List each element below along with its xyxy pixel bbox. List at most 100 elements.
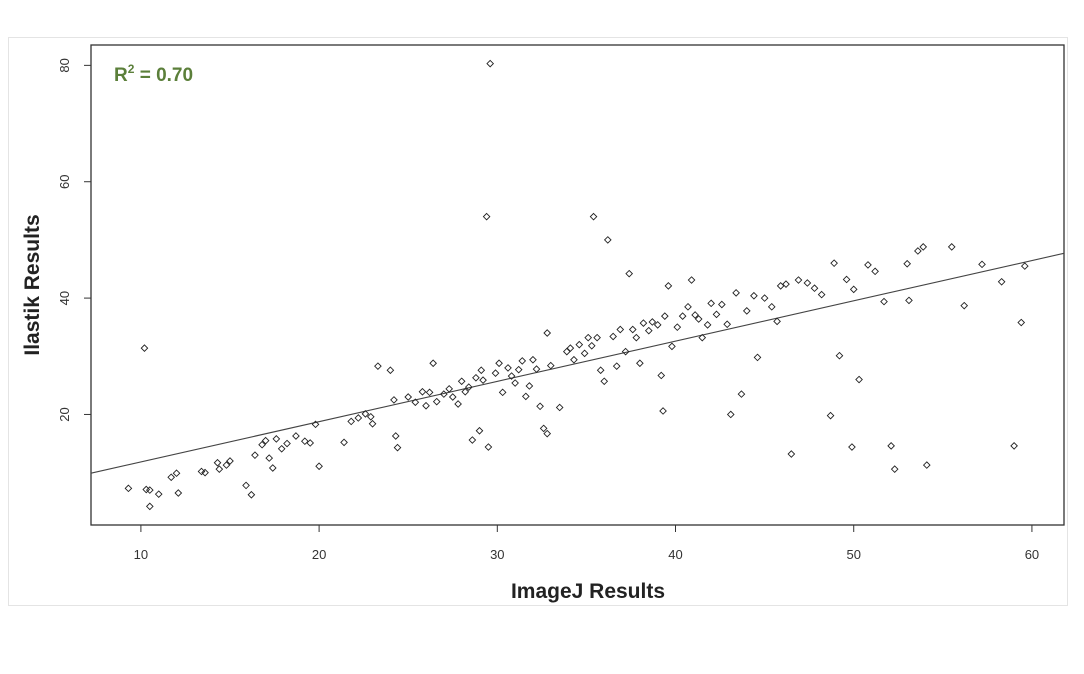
data-point [411,398,420,407]
data-point [712,310,721,319]
data-point [621,347,630,356]
data-point [482,212,491,221]
data-point [479,376,487,384]
data-points [124,59,1029,511]
data-point [616,325,625,334]
data-point [767,302,776,311]
data-point [475,426,484,435]
scatter-chart: 10 20 30 40 50 60 20 40 60 80 ImageJ Results Ila… [21,44,1065,603]
data-point [732,289,740,297]
data-point [292,432,300,440]
data-point [448,393,457,401]
y-tick-label: 60 [57,174,72,188]
data-point [659,407,667,415]
data-point [760,294,769,302]
data-point [644,326,653,335]
data-point [315,462,323,471]
data-point [609,332,617,341]
data-point [817,290,826,299]
data-point [454,400,462,408]
data-point [277,444,286,453]
data-point [258,440,266,449]
data-point [340,438,348,447]
data-point [261,436,270,445]
data-point [145,502,154,511]
data-point [368,419,377,428]
y-tick-label: 80 [57,58,72,72]
data-point [922,461,931,469]
data-point [311,420,320,429]
data-point [347,417,356,426]
data-point [803,279,812,287]
data-point [612,362,621,371]
data-point [960,301,969,310]
data-point [668,342,676,351]
data-point [268,464,277,472]
data-point [648,318,657,326]
data-point [429,359,437,368]
data-point [632,333,641,342]
data-point [445,385,454,393]
data-point [265,454,274,462]
data-point [536,402,544,411]
data-point [842,275,851,284]
data-point [794,276,803,284]
data-point [596,366,605,375]
data-point [584,333,593,342]
data-point [707,299,715,308]
data-point [880,297,888,306]
data-point [673,323,682,332]
data-point [587,341,596,350]
data-point [787,450,796,458]
r-squared-annotation: R2 = 0.70 [114,62,193,86]
data-point [404,393,413,401]
data-point [830,259,838,268]
data-point [529,355,537,364]
data-point [835,351,844,360]
data-point [691,311,699,319]
data-point [678,312,687,320]
data-point [390,396,398,404]
data-point [247,490,256,499]
data-point [566,344,575,352]
data-point [422,401,430,410]
data-point [354,414,363,422]
data-point [750,291,758,300]
data-point [486,59,495,68]
data-point [504,364,512,372]
data-point [226,457,234,465]
data-point [440,390,448,398]
data-point [742,307,751,315]
data-point [657,371,666,380]
data-point [589,212,598,221]
data-point [457,377,466,386]
data-point [272,435,281,443]
data-point [518,357,527,365]
data-point [603,236,612,244]
x-tick-label: 60 [1025,547,1039,562]
data-point [242,481,250,490]
data-point [477,366,486,375]
x-tick-label: 10 [134,547,148,562]
plot-border [90,44,1065,526]
data-point [855,375,863,384]
data-point [140,344,149,352]
data-point [532,365,541,373]
data-point [849,285,858,294]
data-point [919,243,928,251]
data-point [826,411,835,420]
data-point [810,284,819,293]
data-point [145,486,154,494]
x-tick-label: 50 [846,547,860,562]
data-point [374,362,382,371]
data-point [167,473,176,482]
data-point [201,468,209,477]
data-point [653,321,662,329]
data-point [737,390,746,398]
y-tick-label: 40 [57,291,72,305]
data-point [301,437,309,446]
data-point [625,269,634,278]
data-point [890,465,899,473]
data-point [154,490,163,499]
data-point [366,412,375,421]
